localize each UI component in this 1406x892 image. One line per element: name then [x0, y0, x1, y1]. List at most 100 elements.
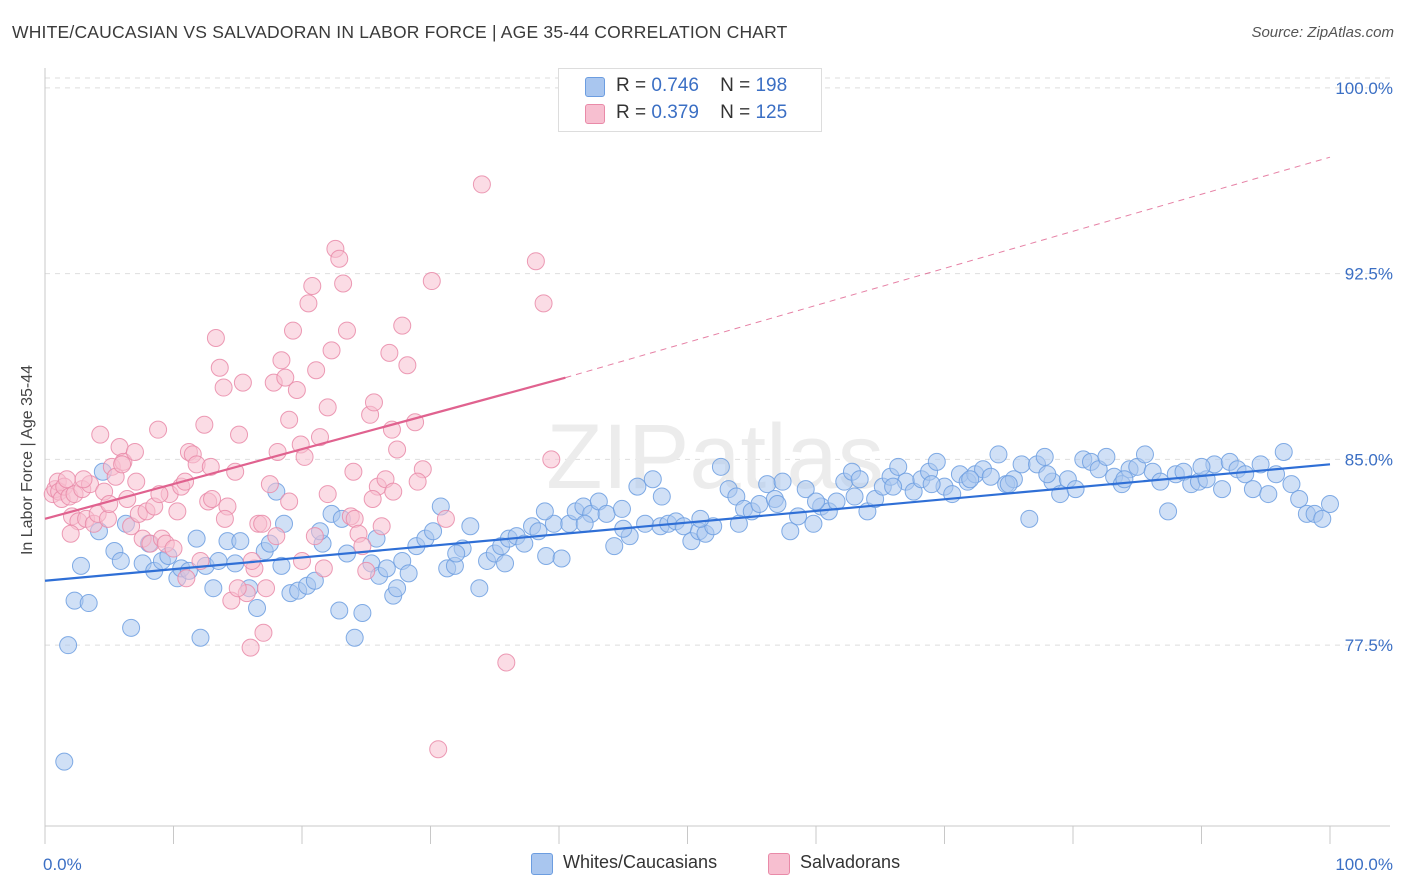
- whites-point: [1020, 509, 1039, 528]
- salvadorans-point: [253, 514, 272, 533]
- legend-swatch-salvadorans: [768, 853, 790, 875]
- salvadorans-point: [408, 472, 427, 491]
- r-value: 0.379: [651, 102, 699, 123]
- stats-text-whites: R = 0.746 N = 198: [616, 75, 787, 97]
- salvadorans-point: [322, 341, 341, 360]
- whites-point: [1038, 465, 1057, 484]
- legend-label-whites: Whites/Caucasians: [563, 852, 718, 872]
- salvadorans-point: [526, 252, 545, 271]
- n-value: 125: [755, 102, 788, 123]
- whites-point: [999, 475, 1018, 494]
- whites-point: [1012, 455, 1031, 474]
- salvadorans-point: [98, 509, 117, 528]
- salvadorans-point: [330, 249, 349, 268]
- whites-point: [804, 514, 823, 533]
- whites-point: [1151, 472, 1170, 491]
- whites-point: [1236, 465, 1255, 484]
- salvadorans-point: [272, 351, 291, 370]
- whites-point: [111, 551, 130, 570]
- salvadorans-point: [364, 393, 383, 412]
- stats-box: R = 0.746 N = 198 R = 0.379 N = 125: [558, 68, 822, 132]
- whites-point: [79, 594, 98, 613]
- salvadorans-trend-line: [44, 376, 566, 520]
- whites-point: [209, 551, 228, 570]
- salvadorans-point: [497, 653, 516, 672]
- salvadorans-point: [201, 457, 220, 476]
- whites-point: [845, 487, 864, 506]
- whites-point: [55, 752, 74, 771]
- whites-point: [674, 517, 693, 536]
- salvadorans-point: [344, 462, 363, 481]
- whites-point: [981, 467, 1000, 486]
- salvadorans-point: [267, 527, 286, 546]
- salvadorans-point: [436, 509, 455, 528]
- whites-point: [628, 477, 647, 496]
- salvadorans-point: [303, 276, 322, 295]
- axes: [44, 68, 1390, 844]
- n-value: 198: [755, 75, 788, 96]
- whites-point: [1159, 502, 1178, 521]
- whites-point: [424, 522, 443, 541]
- whites-point: [773, 472, 792, 491]
- whites-point: [496, 554, 515, 573]
- whites-point: [1243, 480, 1262, 499]
- whites-point: [652, 487, 671, 506]
- salvadorans-point: [149, 420, 168, 439]
- salvadorans-point: [345, 509, 364, 528]
- whites-trend-line: [44, 463, 1331, 582]
- whites-point: [470, 579, 489, 598]
- whites-point: [889, 457, 908, 476]
- salvadorans-point: [110, 438, 129, 456]
- salvadorans-point: [318, 485, 337, 504]
- salvadorans-point: [284, 321, 303, 340]
- salvadorans-point: [542, 450, 561, 469]
- whites-point: [204, 579, 223, 598]
- salvadorans-point: [422, 272, 441, 291]
- salvadorans-point: [472, 175, 491, 194]
- salvadorans-point: [388, 440, 407, 459]
- salvadorans-point: [363, 490, 382, 509]
- salvadorans-point: [353, 537, 372, 556]
- salvadorans-point: [168, 502, 187, 521]
- r-value: 0.746: [651, 75, 699, 96]
- r-label: R =: [616, 75, 647, 96]
- whites-point: [447, 544, 466, 563]
- salvadorans-point: [299, 294, 318, 313]
- y-tick-label: 92.5%: [1345, 265, 1393, 284]
- salvadorans-point: [429, 740, 448, 759]
- whites-point: [461, 517, 480, 536]
- whites-point: [345, 628, 364, 647]
- whites-point: [1192, 457, 1211, 476]
- whites-point: [1274, 442, 1293, 461]
- whites-point: [796, 480, 815, 499]
- salvadorans-point: [125, 442, 144, 461]
- salvadorans-point: [203, 490, 222, 509]
- whites-point: [1290, 490, 1309, 509]
- whites-point: [789, 507, 808, 526]
- salvadorans-point: [228, 579, 247, 598]
- salvadorans-point: [91, 425, 110, 444]
- salvadorans-point: [215, 509, 234, 528]
- salvadorans-point: [334, 274, 353, 293]
- whites-point: [1066, 480, 1085, 499]
- salvadorans-point: [534, 294, 553, 313]
- whites-point: [927, 452, 946, 471]
- salvadorans-swatch: [585, 104, 605, 124]
- salvadorans-point: [280, 410, 299, 429]
- whites-point: [231, 532, 250, 551]
- whites-point: [597, 504, 616, 523]
- x-tick-label: 0.0%: [43, 855, 82, 874]
- salvadorans-point: [241, 638, 260, 657]
- stats-text-salvadorans: R = 0.379 N = 125: [616, 102, 787, 124]
- whites-point: [961, 470, 980, 489]
- whites-point: [807, 492, 825, 511]
- legend-label-salvadorans: Salvadorans: [800, 852, 901, 872]
- salvadorans-point: [380, 343, 399, 362]
- salvadorans-point: [257, 579, 276, 598]
- whites-point: [636, 514, 655, 533]
- whites-point: [750, 494, 769, 513]
- salvadorans-point: [195, 415, 214, 434]
- whites-point: [535, 502, 554, 521]
- whites-point: [305, 571, 324, 590]
- whites-point: [575, 514, 594, 533]
